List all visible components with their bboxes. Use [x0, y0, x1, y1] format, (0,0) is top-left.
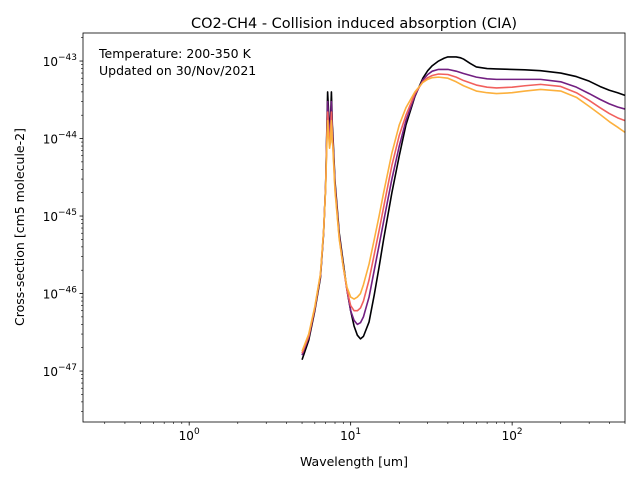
series-layer: [301, 56, 626, 360]
y-tick-label: 10−46: [43, 286, 78, 302]
y-tick-label: 10−43: [43, 53, 77, 69]
annotation-updated: Updated on 30/Nov/2021: [99, 63, 256, 78]
x-tick-exponent: 1: [355, 427, 361, 437]
y-tick-base: 10: [43, 55, 58, 69]
y-tick-label: 10−44: [43, 131, 78, 147]
y-tick-label: 10−47: [43, 363, 77, 379]
y-tick-base: 10: [43, 288, 58, 302]
x-tick-exponent: 2: [517, 427, 523, 437]
y-tick-exponent: −45: [58, 208, 77, 218]
plot-frame: [82, 32, 626, 423]
y-tick-label: 10−45: [43, 208, 77, 224]
y-tick-exponent: −46: [58, 286, 77, 296]
x-axis-label: Wavelength [um]: [300, 454, 408, 469]
y-axis-label: Cross-section [cm5 molecule-2]: [12, 128, 27, 326]
y-tick-base: 10: [43, 365, 58, 379]
x-tick-exponent: 0: [194, 427, 200, 437]
annotation-temperature: Temperature: 200-350 K: [98, 46, 252, 61]
y-tick-exponent: −44: [58, 131, 77, 141]
y-tick-exponent: −47: [58, 363, 77, 373]
chart-title: CO2-CH4 - Collision induced absorption (…: [191, 16, 517, 32]
series-line-4: [301, 76, 626, 352]
y-tick-base: 10: [43, 210, 58, 224]
y-tick-exponent: −43: [58, 53, 77, 63]
y-tick-base: 10: [43, 133, 58, 147]
